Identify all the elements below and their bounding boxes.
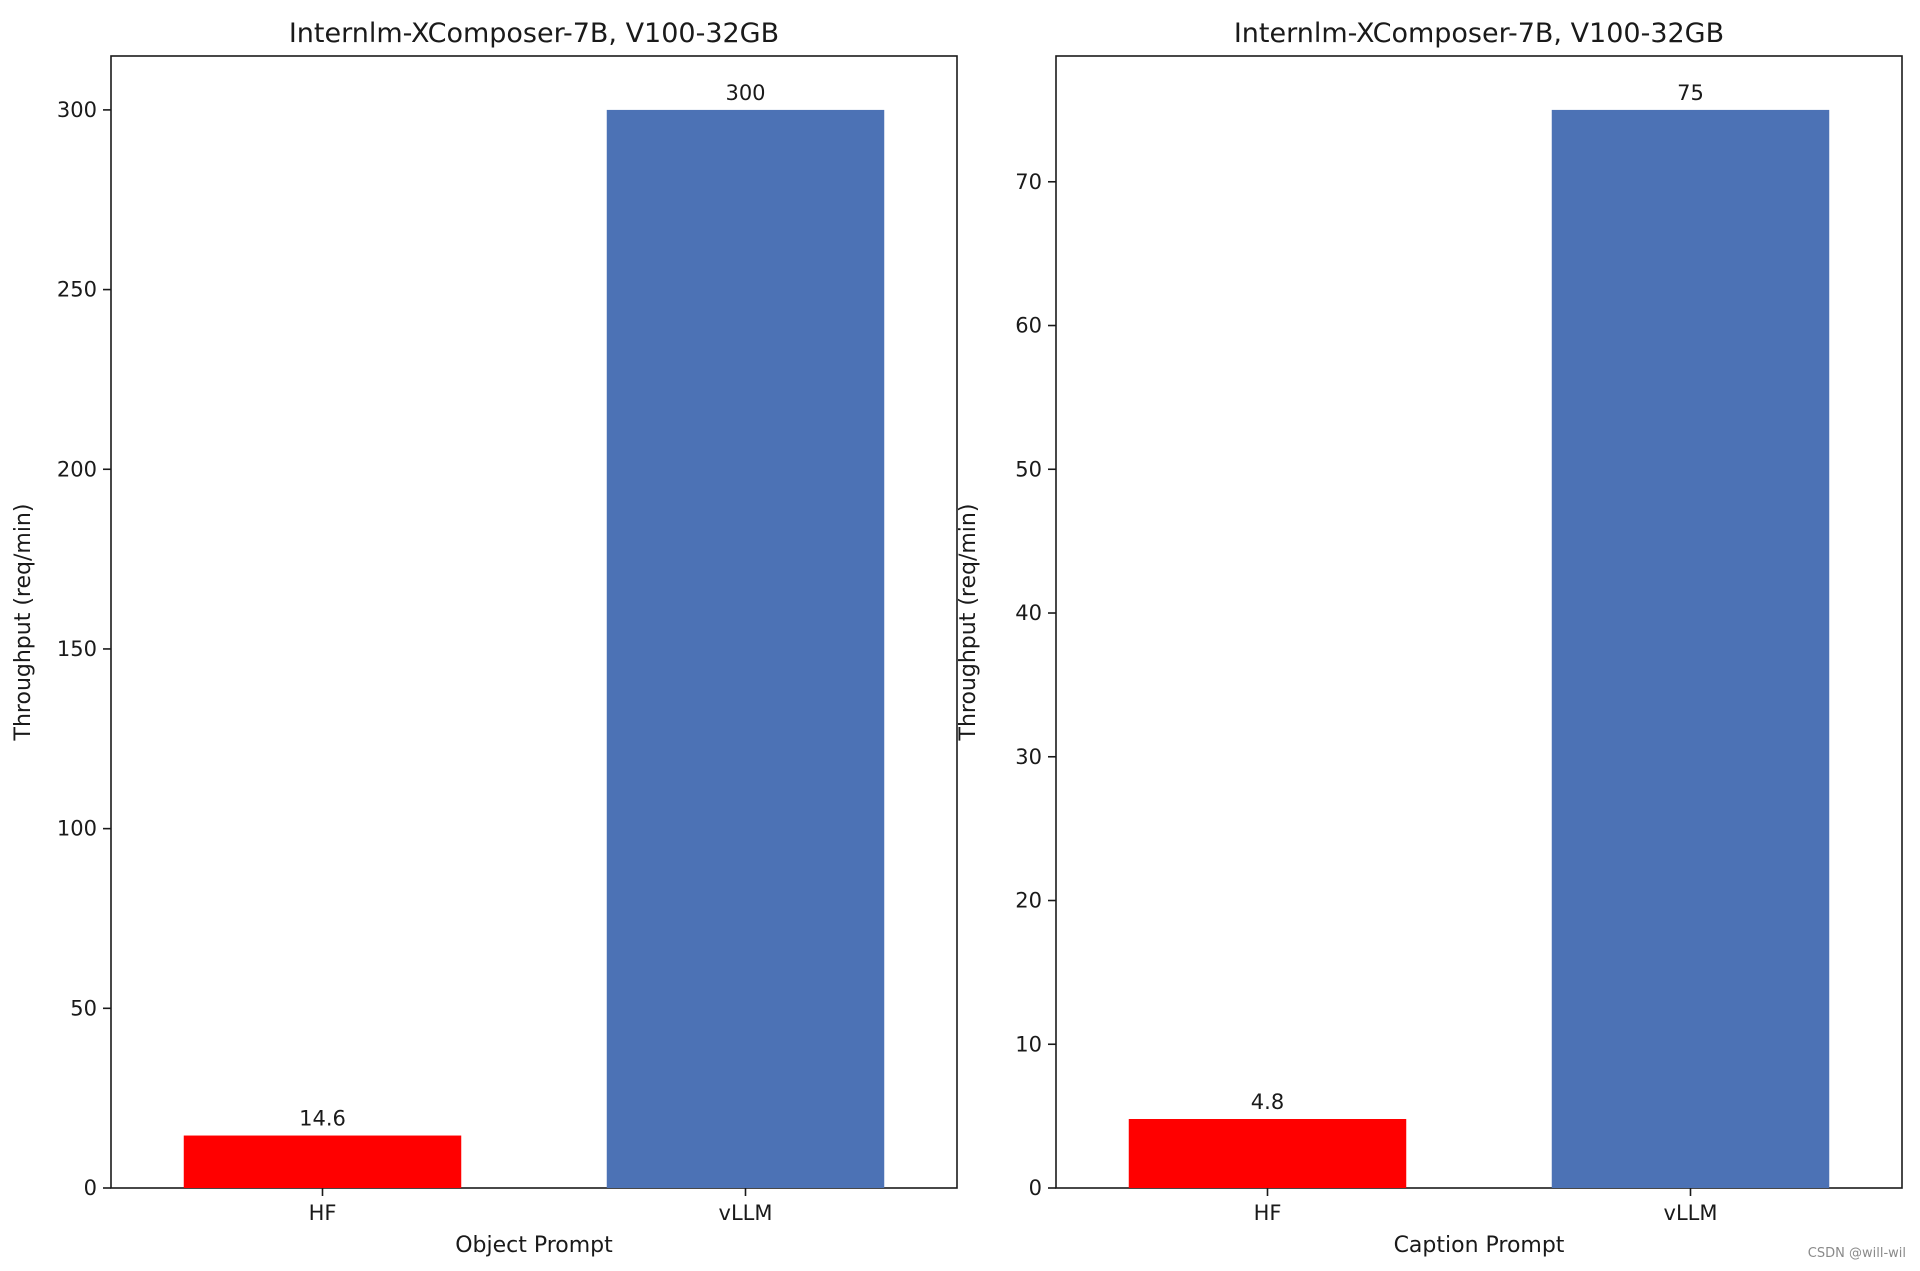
data-label: 75	[1677, 81, 1704, 105]
x-tick-label: vLLM	[719, 1201, 773, 1225]
plot-area-frame	[1055, 55, 1903, 1189]
y-tick-label: 200	[57, 457, 97, 481]
y-tick-label: 20	[1015, 889, 1042, 913]
x-tick-label: vLLM	[1664, 1201, 1718, 1225]
y-tick-label: 100	[57, 817, 97, 841]
y-tick-label: 60	[1015, 314, 1042, 338]
y-tick-label: 40	[1015, 601, 1042, 625]
y-tick-label: 50	[1015, 457, 1042, 481]
data-label: 300	[725, 81, 765, 105]
y-tick-label: 50	[70, 996, 97, 1020]
bar-marks: 0 50 100 150 200 250 300 14.6 HF 300 vLLM	[57, 81, 885, 1225]
chart-title: Internlm-XComposer-7B, V100-32GB	[1234, 18, 1724, 49]
y-tick-label: 300	[57, 98, 97, 122]
x-tick-label: HF	[309, 1201, 337, 1225]
bar-vllm	[606, 109, 885, 1188]
chart-panel-object-prompt: Internlm-XComposer-7B, V100-32GB Object …	[11, 18, 958, 1258]
x-axis-label: Caption Prompt	[1394, 1233, 1565, 1258]
bar-vllm	[1551, 109, 1830, 1188]
chart-title: Internlm-XComposer-7B, V100-32GB	[289, 18, 779, 49]
chart-panel-caption-prompt: Internlm-XComposer-7B, V100-32GB Caption…	[956, 18, 1903, 1258]
y-tick-label: 70	[1015, 170, 1042, 194]
x-tick-label: HF	[1254, 1201, 1282, 1225]
data-label: 14.6	[299, 1107, 346, 1131]
y-tick-label: 250	[57, 278, 97, 302]
watermark: CSDN @will-wil	[1807, 1246, 1906, 1261]
bar-hf	[1128, 1119, 1407, 1188]
y-tick-label: 30	[1015, 745, 1042, 769]
y-tick-label: 10	[1015, 1032, 1042, 1056]
y-tick-label: 0	[1029, 1176, 1042, 1200]
bar-hf	[183, 1135, 462, 1188]
bar-marks: 0 10 20 30 40 50 60 70 4.8 HF 75 vLLM	[1015, 81, 1830, 1225]
y-tick-label: 0	[84, 1176, 97, 1200]
y-axis-label: Throughput (req/min)	[11, 504, 36, 742]
y-tick-label: 150	[57, 637, 97, 661]
plot-area-frame	[110, 55, 958, 1189]
x-axis-label: Object Prompt	[455, 1233, 613, 1258]
data-label: 4.8	[1251, 1090, 1284, 1114]
y-axis-label: Throughput (req/min)	[956, 504, 981, 742]
